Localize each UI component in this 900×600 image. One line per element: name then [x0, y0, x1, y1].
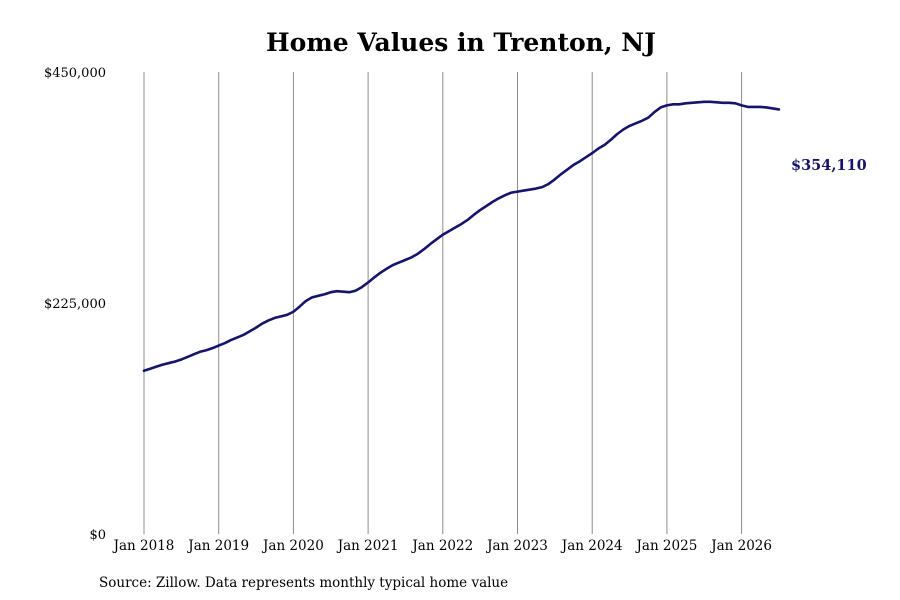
chart-title: Home Values in Trenton, NJ — [266, 28, 656, 57]
x-tick-label: Jan 2025 — [634, 538, 697, 554]
x-axis: Jan 2018 Jan 2019 Jan 2020 Jan 2021 Jan 2022… — [112, 538, 772, 554]
y-axis: $0 $225,000 $450,000 — [44, 66, 106, 543]
x-tick-label: Jan 2019 — [186, 538, 249, 554]
series-line — [142, 100, 781, 373]
source-note: Source: Zillow. Data represents monthly … — [99, 575, 508, 591]
x-tick-label: Jan 2023 — [485, 538, 548, 554]
x-tick-label: Jan 2026 — [709, 538, 772, 554]
gridlines — [143, 72, 743, 534]
y-tick-label: $450,000 — [44, 66, 106, 81]
y-tick-label: $0 — [89, 528, 106, 543]
last-value-label: $354,110 — [791, 157, 867, 174]
y-tick-label: $225,000 — [44, 297, 106, 312]
series-group — [142, 100, 781, 373]
x-tick-label: Jan 2018 — [112, 538, 175, 554]
x-tick-label: Jan 2021 — [336, 538, 399, 554]
x-tick-label: Jan 2022 — [410, 538, 473, 554]
x-tick-label: Jan 2024 — [560, 538, 623, 554]
x-tick-label: Jan 2020 — [261, 538, 324, 554]
